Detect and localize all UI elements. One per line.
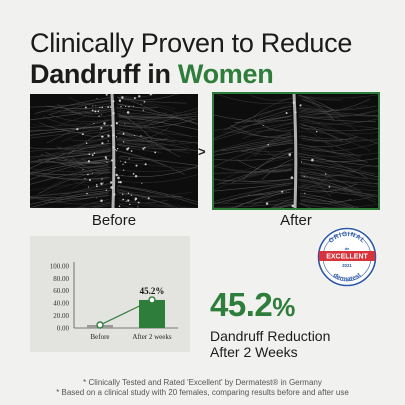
- badge-ribbon-top: de: [345, 246, 350, 251]
- data-point: [148, 296, 156, 304]
- result-unit: %: [272, 292, 295, 322]
- result-value: 45.2: [210, 286, 273, 323]
- after-scalp-photo: [212, 92, 380, 210]
- badge-year: 2021: [342, 263, 352, 268]
- y-tick-label: 80.00: [53, 275, 69, 283]
- headline: Clinically Proven to Reduce Dandruff in …: [30, 28, 390, 90]
- y-tick-label: 0.00: [57, 324, 70, 332]
- badge-ribbon-text: EXCELLENT: [326, 254, 368, 261]
- y-tick-label: 20.00: [53, 312, 69, 320]
- headline-line-2: Dandruff in Women: [30, 58, 390, 90]
- y-tick-label: 40.00: [53, 300, 69, 308]
- trend-line: [99, 299, 153, 326]
- dermatest-excellent-badge: ORIGINAL de EXCELLENT 2021 dermatest: [316, 226, 378, 288]
- result-line-2: After 2 Weeks: [210, 344, 298, 360]
- svg-text:dermatest: dermatest: [332, 271, 363, 283]
- scalp-part-line: [110, 94, 116, 208]
- dandruff-flakes: [76, 94, 157, 208]
- x-tick-label: After 2 weeks: [132, 333, 172, 341]
- badge-bottom-text: dermatest: [332, 271, 363, 283]
- y-tick-label: 100.00: [50, 262, 70, 270]
- result-line-1: Dandruff Reduction: [210, 328, 331, 344]
- result-chart: 100.00 80.00 60.00 40.00 20.00 0.00 Before Afte…: [30, 236, 190, 352]
- dandruff-flakes: [262, 101, 331, 208]
- after-caption: After: [280, 212, 312, 229]
- x-tick-label: Before: [90, 333, 109, 341]
- footnote-2: * Based on a clinical study with 20 fema…: [56, 388, 349, 397]
- y-tick-label: 60.00: [53, 287, 69, 295]
- before-scalp-photo: [30, 94, 198, 208]
- data-label: 45.2%: [140, 286, 165, 296]
- headline-line-2-main: Dandruff in: [30, 59, 178, 89]
- headline-accent: Women: [177, 59, 274, 89]
- scalp-part-line: [292, 94, 298, 208]
- before-caption: Before: [91, 212, 137, 229]
- footnote-1: * Clinically Tested and Rated 'Excellent…: [83, 378, 322, 387]
- badge-ribbon: [319, 251, 375, 261]
- comparison-arrow: >: [198, 144, 206, 159]
- result-description: Dandruff Reduction After 2 Weeks: [210, 328, 330, 360]
- result-percentage: 45.2%: [210, 286, 295, 324]
- data-point: [96, 321, 104, 329]
- headline-line-1: Clinically Proven to Reduce: [30, 28, 353, 58]
